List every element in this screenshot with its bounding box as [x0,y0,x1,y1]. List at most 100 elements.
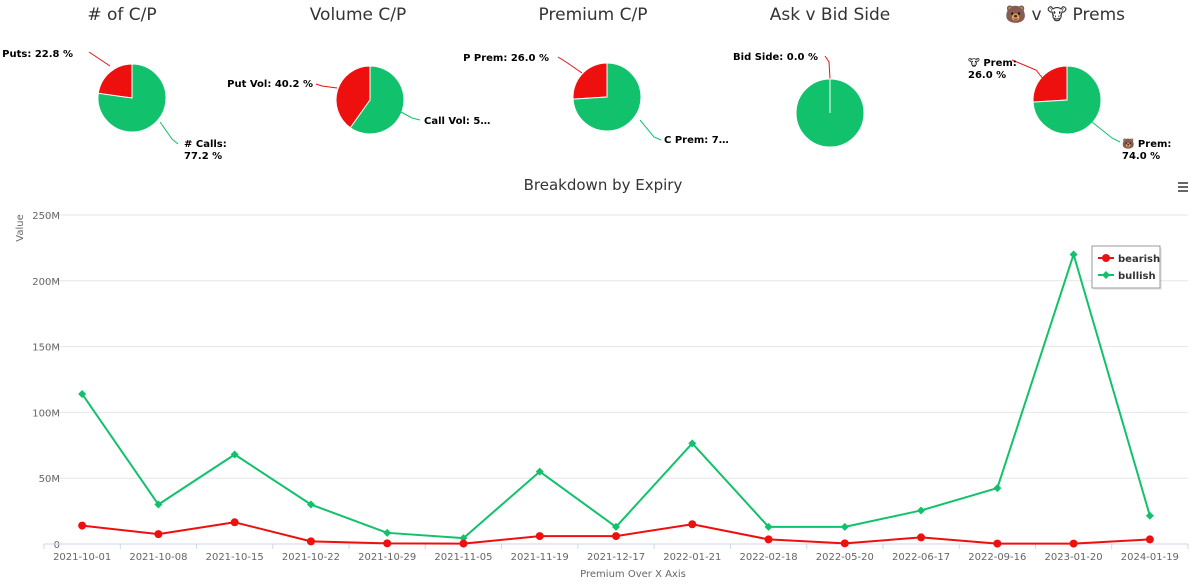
data-point-bullish[interactable] [306,500,315,509]
data-point-bearish[interactable] [764,535,773,544]
data-point-bearish[interactable] [459,539,468,548]
pie-data-label-line: Put Vol: 40.2 % [227,79,313,90]
chart-title: Breakdown by Expiry [524,176,683,194]
data-point-bullish[interactable] [535,467,544,476]
data-point-bullish[interactable] [917,506,926,515]
pie-data-label-line: # Calls: [184,139,227,150]
legend: bearish bullish [1091,245,1162,290]
pie-data-label-line: Bid Side: 0.0 % [733,52,818,63]
x-tick-label: 2022-01-21 [663,552,721,563]
pie-data-label-line: P Prem: 26.0 % [463,53,549,64]
pie-data-label: C Prem: 7… [664,135,729,146]
pie-data-label: 🐮 Prem: 26.0 % [968,57,1017,81]
pie-data-label-line: 74.0 % [1122,151,1160,162]
pie-title: Premium C/P [539,5,648,25]
x-tick-label: 2023-01-20 [1045,552,1103,563]
legend-item-bearish[interactable]: bearish [1098,254,1160,265]
pie-charts-row: # of C/P # Puts: 22.8 % # Calls:77.2 % Volu… [0,4,1171,162]
expiry-breakdown-chart: Breakdown by Expiry 0 50M 100M 150M 200M 250M… [15,176,1189,580]
pie-slice-b[interactable] [349,65,405,135]
data-point-bearish[interactable] [230,518,239,527]
data-point-bearish[interactable] [917,533,926,542]
y-axis-title: Value [15,214,26,241]
data-point-bearish[interactable] [154,530,163,539]
x-tick-label: 2021-11-19 [511,552,569,563]
series-line-bullish [81,253,1151,540]
data-point-bearish[interactable] [306,537,315,546]
pie-slice-a[interactable] [335,65,371,129]
y-tick-label: 250M [32,211,60,222]
y-tick-label: 150M [32,343,60,354]
pie-title: Volume C/P [310,5,406,25]
pie-connector [88,51,111,67]
data-point-bearish[interactable] [78,521,87,530]
pie-data-label: Put Vol: 40.2 % [227,79,313,90]
data-point-bullish[interactable] [78,389,87,398]
pie-data-label: 🐻 Prem: 74.0 % [1122,137,1171,162]
x-tick-label: 2021-12-17 [587,552,645,563]
pie-data-label-line: Call Vol: 5… [424,116,490,127]
pie-slice-a[interactable] [572,62,608,100]
data-point-bullish[interactable] [1145,511,1154,520]
series-bullish [78,250,1154,543]
x-tick-label: 2021-10-01 [53,552,111,563]
y-tick-label: 200M [32,277,60,288]
pie-connector [557,56,583,74]
data-point-bearish[interactable] [840,539,849,548]
pie-data-label: # Puts: 22.8 % [0,49,73,60]
pie-connector [1091,121,1121,143]
data-point-bearish[interactable] [383,539,392,548]
pie-connector [824,55,831,80]
pie-slice-b[interactable] [1032,65,1102,135]
pie-data-label-line: 🐮 Prem: [968,57,1017,69]
x-tick-label: 2021-10-22 [282,552,340,563]
series-bearish [78,518,1154,548]
pie-chart-5: 🐻 v 🐮 Prems 🐮 Prem: 26.0 % 🐻 Prem: 74.0 % [968,4,1171,162]
data-point-bearish[interactable] [688,520,697,529]
series-group [78,250,1154,548]
data-point-bullish[interactable] [1069,250,1078,259]
x-tick-label: 2022-09-16 [968,552,1026,563]
data-point-bearish[interactable] [535,532,544,541]
pie-title: # of C/P [87,5,156,25]
pie-data-label: # Calls: 77.2 % [184,139,227,162]
pie-connector [639,119,662,141]
pie-data-label: Bid Side: 0.0 % [733,52,818,63]
data-point-bullish[interactable] [764,522,773,531]
data-point-bullish[interactable] [383,528,392,537]
x-axis-title: Premium Over X Axis [580,569,686,580]
data-point-bearish[interactable] [1145,535,1154,544]
y-tick-label: 50M [39,474,60,485]
legend-item-bullish[interactable]: bullish [1098,271,1156,282]
x-tick-label: 2022-02-18 [739,552,797,563]
data-point-bullish[interactable] [459,534,468,543]
pie-slice-b[interactable] [572,62,642,132]
legend-marker [1102,254,1110,262]
legend-label: bullish [1118,271,1156,282]
data-point-bullish[interactable] [230,450,239,459]
x-axis-ticks: 2021-10-01 2021-10-08 2021-10-15 2021-10-22… [43,544,1189,563]
data-point-bullish[interactable] [840,522,849,531]
pie-data-label-line: # Puts: 22.8 % [0,49,73,60]
x-tick-label: 2021-10-29 [358,552,416,563]
data-point-bullish[interactable] [612,522,620,531]
chart-menu-icon[interactable] [1178,182,1188,192]
x-tick-label: 2022-05-20 [816,552,874,563]
pie-data-label-line: 26.0 % [968,70,1006,81]
data-point-bearish[interactable] [993,539,1002,548]
pie-connector [400,111,421,121]
data-point-bullish[interactable] [154,500,163,509]
data-point-bearish[interactable] [612,532,620,541]
pie-slice-b[interactable] [97,63,167,133]
y-gridlines [44,214,1188,479]
x-tick-label: 2021-10-08 [129,552,187,563]
pie-slice-a[interactable] [97,63,133,99]
data-point-bullish[interactable] [688,439,697,448]
pie-data-label-line: C Prem: 7… [664,135,729,146]
y-tick-label: 100M [32,408,60,419]
pie-slice-a[interactable] [1032,65,1068,103]
data-point-bearish[interactable] [1069,539,1078,548]
data-point-bullish[interactable] [993,484,1002,493]
pie-title: Ask v Bid Side [770,5,891,25]
